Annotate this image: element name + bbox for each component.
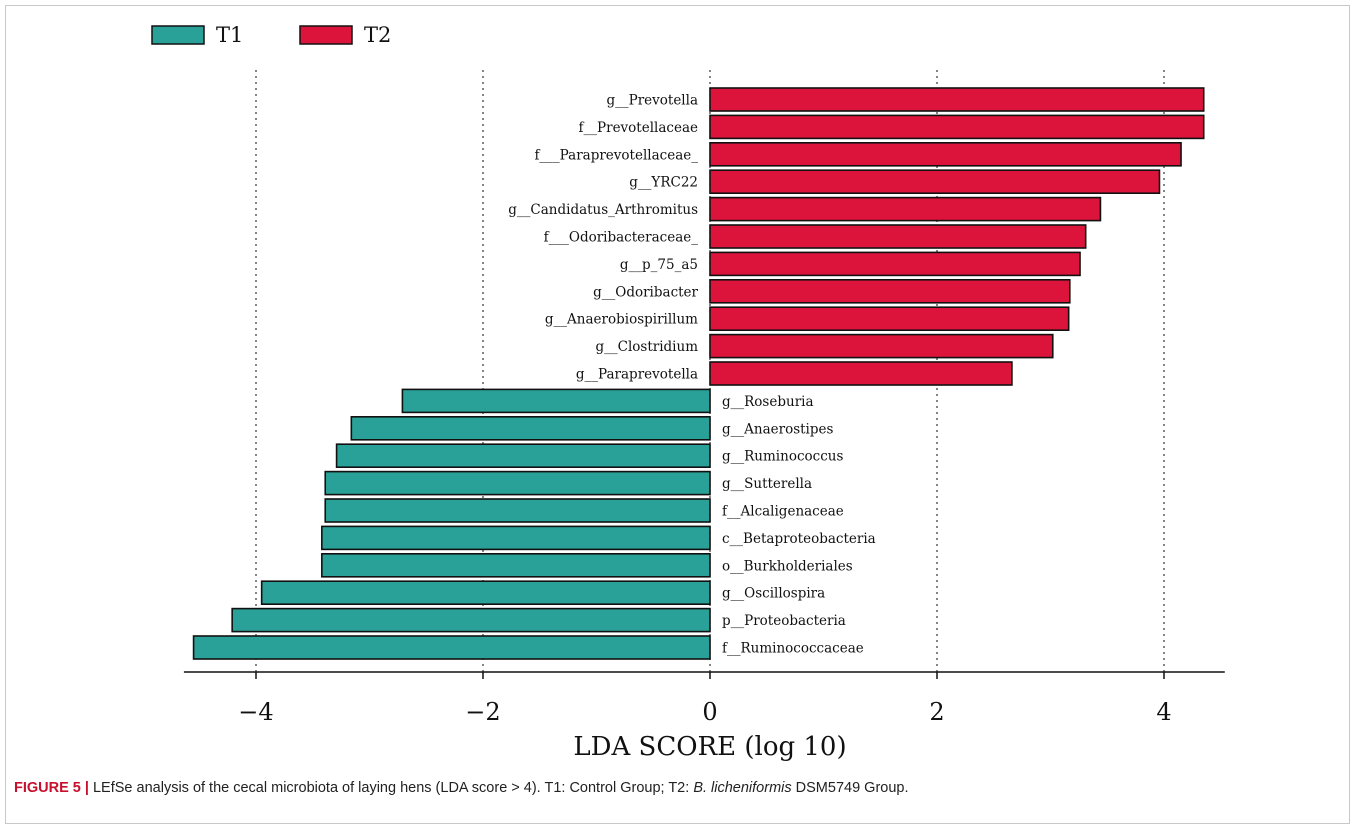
bar <box>231 607 711 633</box>
bar-label: g__p_75_a5 <box>620 257 698 273</box>
bar <box>321 552 711 578</box>
bar <box>709 196 1102 222</box>
legend-swatch <box>299 25 353 45</box>
lefse-chart: g__Prevotella f__Prevotellaceae f___Parapr… <box>151 23 1225 762</box>
bar-label: g__YRC22 <box>629 175 698 191</box>
bar-label: f__Ruminococcaceae <box>722 641 864 657</box>
bar-label: g__Ruminococcus <box>722 449 843 465</box>
bar-label: c__Betaproteobacteria <box>722 531 876 547</box>
bar-label: g__Candidatus_Arthromitus <box>508 202 698 218</box>
x-tick-label: −2 <box>465 698 500 726</box>
bar-label: o__Burkholderiales <box>722 558 853 574</box>
bars <box>192 87 1205 660</box>
bar <box>335 443 711 469</box>
x-axis-title: LDA SCORE (log 10) <box>573 732 846 762</box>
bar <box>321 525 711 551</box>
bar-label: g__Anaerobiospirillum <box>545 312 698 328</box>
bar <box>324 470 711 496</box>
bar-label: g__Odoribacter <box>593 284 698 300</box>
bar <box>709 87 1205 112</box>
bar <box>709 224 1087 249</box>
bar-label: g__Prevotella <box>606 93 698 109</box>
bar <box>709 142 1182 167</box>
caption-text-2: DSM5749 Group. <box>791 780 909 796</box>
figure-frame <box>5 5 1350 824</box>
legend-label: T1 <box>216 23 243 47</box>
bar-label: f__Alcaligenaceae <box>722 504 844 520</box>
x-tick-label: 0 <box>702 698 717 726</box>
bar <box>709 169 1161 194</box>
bar <box>709 333 1054 359</box>
bar-label: p__Proteobacteria <box>722 613 846 629</box>
bar-label: g__Oscillospira <box>722 586 825 602</box>
bar <box>324 498 711 523</box>
bar-label: g__Paraprevotella <box>576 367 698 383</box>
legend-swatch <box>151 25 205 45</box>
bar-label: g__Roseburia <box>722 394 814 410</box>
taxon-labels: g__Prevotella f__Prevotellaceae f___Parapr… <box>508 93 875 657</box>
x-axis: −4 −2 0 2 4 <box>183 671 1225 726</box>
bar <box>401 388 711 414</box>
bar-label: f___Paraprevotellaceae_ <box>534 147 698 163</box>
bar <box>709 361 1013 386</box>
bar <box>709 278 1071 304</box>
bar <box>709 306 1070 332</box>
caption-species: B. licheniformis <box>693 780 792 796</box>
bar <box>350 415 711 441</box>
x-tick-label: 2 <box>929 698 944 726</box>
x-tick-label: 4 <box>1156 698 1171 726</box>
caption-text-1: LEfSe analysis of the cecal microbiota o… <box>88 780 694 796</box>
legend-label: T2 <box>364 23 391 47</box>
bar-label: g__Clostridium <box>596 339 699 355</box>
bar-label: f___Odoribacteraceae_ <box>544 230 699 246</box>
x-tick-label: −4 <box>238 698 273 726</box>
legend: T1 T2 <box>151 23 391 47</box>
bar <box>709 251 1081 277</box>
bar <box>192 635 711 660</box>
figure-label: FIGURE 5 | <box>14 780 89 796</box>
bar <box>260 580 711 606</box>
bar-label: g__Anaerostipes <box>722 421 834 437</box>
bar-label: g__Sutterella <box>722 476 812 492</box>
bar <box>709 114 1205 140</box>
figure-caption: FIGURE 5 | LEfSe analysis of the cecal m… <box>14 780 1334 796</box>
bar-label: f__Prevotellaceae <box>579 120 698 136</box>
